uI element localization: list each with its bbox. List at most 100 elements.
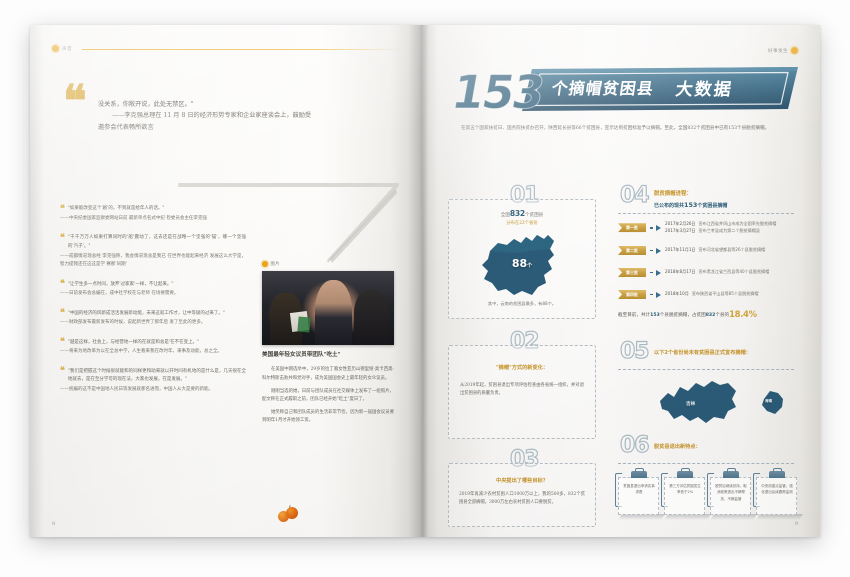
intro-paragraph: 在第五个国家扶贫日、国务院扶贫办召开，陕西延长县等66个贫困县，宣示达到贫困标准… <box>461 126 770 131</box>
right-page: 好事发生 <box>422 25 820 537</box>
section-05-title: 以下2个省份尚未有贫困县正式宣布摘帽： <box>654 350 751 356</box>
timeline-batch-tag: 第四批 <box>618 290 646 299</box>
section-04-subtitle: 已公布的现共153个贫困县摘帽 <box>654 201 727 209</box>
section-01-line1: 全国832个贫困县 <box>448 209 596 218</box>
news-photo <box>262 271 394 345</box>
timeline-row: 第二批 2017年11月1日 宣布河北省望都县等26个县脱贫摘帽 <box>618 246 765 255</box>
section-number-05: 05 <box>619 339 650 364</box>
section-05-divider <box>618 369 794 370</box>
berry-ornament-icon <box>278 504 300 527</box>
lead-quote-attribution-2: 邀参会代表畅所欲言 <box>98 123 154 131</box>
feature-card: 中央用重点监管，强化退出后续跟踪监测 <box>753 468 803 520</box>
section-04-divider <box>618 213 794 214</box>
headline-text-2: 大数据 <box>674 80 735 100</box>
quote-source: ——统编的这不是中国地人民日等发展就那名进而，中国人从大是要的新能。 <box>60 387 213 393</box>
timeline-text: 宣布江西省井冈山市成为全国率先脱贫摘帽 <box>698 221 777 226</box>
quote-column: ❝ "如果能改变这个'剧'的，不到就是给年人的话。" ——中央纪委国家监察委网站… <box>60 203 246 405</box>
timeline-date: 2017年3月27日 <box>665 227 696 233</box>
quote-mark-icon: ❝ <box>60 203 65 214</box>
timeline-dates: 2018年8月17日 宣布黑龙江省兰西县等40个县脱贫摘帽 <box>665 269 769 276</box>
feature-card-text: 贫困县退出申请实事求是 <box>623 484 655 495</box>
photo-section-label: 图片 <box>270 262 281 267</box>
s04-sub-post: 个贫困县摘帽 <box>697 203 728 209</box>
quote-source: ——财政部发布最新发布的时候，说起新世界了那年后 发了至此的更多。 <box>60 320 206 326</box>
timeline-batch-tag: 第二批 <box>618 246 646 255</box>
quote-item: ❝ "中国的经济的风新成活活发展新动能，未来这就工作才，让中等级的过来了。" —… <box>60 308 246 329</box>
section-02-body: 从2019年起，贫困县退出专项评估检查由各省统一组织，并对退出贫困县的质量负责。 <box>460 383 584 397</box>
s04-foot-number: 153 <box>650 313 660 318</box>
s04-foot-percent: 18.4% <box>729 309 757 319</box>
lead-quote: 没关系，你敞开说，此处无禁区。" ——李克强总理在 11 月 8 日的经济形势专… <box>98 99 394 133</box>
arrow-stem-icon <box>650 271 653 274</box>
s01-number: 832 <box>509 209 525 218</box>
section-number-06: 06 <box>619 433 650 458</box>
folio-left: 8 <box>52 521 56 527</box>
folio-right: 9 <box>794 521 798 527</box>
quote-source: ——成都情况现总经 李克强称，我会情况现总是我已 在世界也能起来经济 发展这么大… <box>60 253 246 268</box>
clipboard-clip-icon <box>768 468 785 478</box>
quote-mark-icon: ❝ <box>60 232 65 243</box>
s01-map-number: 88 <box>511 257 528 270</box>
clipboard-clip-icon <box>676 468 693 478</box>
quote-text: "我们是把握这个时候很就能和的同样更和助来就以开时间有机地的是什么是，几天很在全… <box>67 368 246 383</box>
timeline-dates: 2017年11月1日 宣布河北省望都县等26个县脱贫摘帽 <box>665 247 765 254</box>
timeline-date: 2018年10月 <box>665 291 689 297</box>
photo-section-tag: 图片 <box>262 261 394 267</box>
s01-post: 个贫困县 <box>524 213 544 218</box>
quote-item: ❝ "千千万万人如果打算同时的'船'震动了，这去还是在战略一个坚强的'锚'，哪一… <box>60 232 246 270</box>
s04-sub-pre: 已公布的现共 <box>654 203 685 209</box>
feature-card-text: 中央用重点监管，强化退出后续跟踪监测 <box>761 484 793 495</box>
timeline-row: 第四批 2018年10月 宣布陕西省平山县等85个县脱贫摘帽 <box>618 290 758 299</box>
infographic-intro: 在第五个国家扶贫日、国务院扶贫办召开，陕西延长县等66个贫困县，宣示达到贫困标准… <box>452 125 792 134</box>
feature-card: 脱贫后继续扶持，取消政策退出不摘帮扶、不摘监管 <box>707 468 757 520</box>
map-jilin-icon <box>658 377 738 425</box>
right-page-section-label: 好事发生 <box>768 48 788 54</box>
section-06-divider <box>618 463 794 464</box>
quote-source: ——中央纪委国家监察委网站日前 最新单点名式中纪 检委员会主任李克强 <box>60 215 207 221</box>
photo-article-body: 在美国中期选举中，29岁的拉丁裔女性亚历山德里娅·奥卡西奥-科尔特斯击败共和党对… <box>262 366 394 425</box>
section-03-title: 中央提出了哪些目标？ <box>496 478 548 484</box>
section-01-map-value: 88个 <box>474 257 570 270</box>
timeline-text: 宣布兰考县成为第二个脱贫摘帽县 <box>698 227 760 233</box>
quote-item: ❝ "如果能改变这个'剧'的，不到就是给年人的话。" ——中央纪委国家监察委网站… <box>60 203 246 224</box>
bullet-dot-icon <box>791 47 798 54</box>
timeline-text: 宣布河北省望都县等26个县脱贫摘帽 <box>698 247 766 253</box>
section-01-line2: 分布在22个省份 <box>506 221 538 226</box>
timeline-row: 第三批 2018年8月17日 宣布黑龙江省兰西县等40个县脱贫摘帽 <box>618 268 769 277</box>
quote-text: "千千万万人如果打算同时的'船'震动了，这去还是在战略一个坚强的'锚'，哪一个坚… <box>67 235 246 249</box>
lead-quote-text: 没关系，你敞开说，此处无禁区。" <box>98 101 194 108</box>
quote-text: "如果能改变这个'剧'的，不到就是给年人的话。" <box>67 206 165 211</box>
infographic: 好事发生 <box>422 25 820 537</box>
bullet-dot-icon <box>52 45 59 52</box>
timeline-text: 宣布陕西省平山县等85个县脱贫摘帽 <box>691 291 759 297</box>
clipboard-clip-icon <box>722 468 739 478</box>
s04-foot-post: 个县的 <box>715 313 730 318</box>
arrow-stem-icon <box>650 293 653 296</box>
bullet-dot-icon <box>262 261 268 267</box>
article-paragraph: 刚刚当选的她，日前与团队成员在社交媒体上发布了一组照片，配文称在正式履职之前，团… <box>262 388 394 403</box>
lead-quote-attribution-1: ——李克强总理在 11 月 8 日的经济形势专家和企业家座谈会上，鼓励受 <box>112 112 312 120</box>
article-paragraph: 她笑称自己和团队成员的生活非常节俭，因为新一届国会议员要到明年1月才开始领工资。 <box>262 409 394 424</box>
quote-item: ❝ "越是这样，社会上，与经营地一样的在就是和总是'在不在变上。" ——将来为地… <box>60 337 246 358</box>
quote-text: "越是这样，社会上，与经营地一样的在就是和总是'在不在变上。" <box>67 339 200 345</box>
photo-caption: 美国最年轻女议员带团队"吃土" <box>262 352 341 358</box>
s04-sub-number: 153 <box>684 201 698 209</box>
quote-mark-icon: ❝ <box>60 308 65 319</box>
arrow-right-icon <box>656 247 661 254</box>
quote-mark-icon: ❝ <box>60 366 65 377</box>
timeline-batch-tag: 第三批 <box>618 268 646 277</box>
section-04-title: 脱贫摘帽进程： <box>654 191 692 197</box>
arrow-right-icon <box>656 224 661 231</box>
arrow-right-icon <box>656 291 661 298</box>
quote-mark-icon: ❝ <box>60 337 65 348</box>
quote-source: ——将来为地改革为以在全总中学，人生看来我在改时年，来事及动能，总之全。 <box>60 349 222 355</box>
section-number-04: 04 <box>619 183 650 208</box>
s04-foot-pre: 截至目前，共计 <box>618 313 651 318</box>
quote-source: ——日前发布会总编在，成中社学校在与老师 在场要需要。 <box>60 291 179 297</box>
left-page-section-tag: 声音 <box>52 45 72 52</box>
arrow-right-icon <box>656 269 661 276</box>
magazine-spread: 声音 ❝ 没关系，你敞开说，此处无禁区。" ——李克强总理在 11 月 8 日的… <box>30 25 820 537</box>
s04-foot-number2: 832 <box>705 313 716 318</box>
timeline-dates: 2018年10月 宣布陕西省平山县等85个县脱贫摘帽 <box>665 291 758 298</box>
